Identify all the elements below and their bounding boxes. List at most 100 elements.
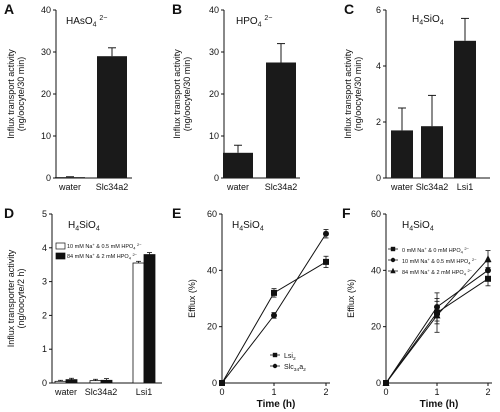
legend-label: 10 mM Na+​ & 0.5 mM HPO4​ 2−​	[402, 257, 477, 266]
y-tick-label: 2	[376, 117, 381, 127]
panel-label-c: C	[344, 1, 354, 17]
bar-slc34a2-series-2	[100, 379, 113, 384]
y-tick-label: 10	[209, 131, 219, 141]
bar-slc34a2	[421, 126, 443, 178]
y-tick-label: 4	[376, 61, 381, 71]
category-label-water: water	[54, 387, 77, 397]
data-point-triangle	[382, 379, 390, 386]
data-point-square	[271, 289, 277, 296]
y-tick-label: 30	[209, 47, 219, 57]
panel-f: 0 20 40 60 F Efflux (%) H4​SiO4​ 0 1 2 Time (h) 0 m…	[342, 205, 492, 410]
y-tick-label: 0	[214, 173, 219, 183]
y-axis-label: Influx transport activity	[6, 49, 16, 139]
y-tick-label: 40	[41, 5, 51, 15]
y-tick-label: 0	[376, 173, 381, 183]
y-tick-label: 4	[42, 243, 47, 253]
category-label-lsi1: Lsi1	[457, 182, 474, 192]
legend-label: Lsi2​	[284, 353, 296, 362]
x-tick-label: 2	[485, 387, 490, 397]
panel-label-a: A	[4, 1, 14, 17]
bar-slc34a2	[266, 62, 296, 178]
y-tick-label: 0	[46, 173, 51, 183]
data-point-circle	[485, 267, 491, 274]
category-label-water: water	[58, 182, 81, 192]
y-tick-label: 0	[42, 378, 47, 388]
y-axis-label: (ng/oocyte/2 h)	[16, 268, 26, 328]
data-point-circle	[219, 380, 225, 386]
category-label-slc34a2: Slc34a2	[85, 387, 118, 397]
y-tick-label: 30	[41, 47, 51, 57]
y-tick-label: 10	[41, 131, 51, 141]
category-label-lsi1: Lsi1	[136, 387, 153, 397]
y-axis-label: Efflux (%)	[187, 279, 197, 318]
x-tick-label: 1	[271, 387, 276, 397]
y-tick-label: 20	[371, 322, 381, 332]
bar-lsi1-series-2	[143, 254, 156, 384]
bar-water-series-1	[54, 380, 67, 384]
panel-label-d: D	[4, 205, 14, 221]
y-tick-label: 40	[209, 5, 219, 15]
category-label-slc34a2: Slc34a2	[265, 182, 298, 192]
category-label-slc34a2: Slc34a2	[416, 182, 449, 192]
y-axis-label: Influx transport activity	[343, 49, 353, 139]
chart-annotation: H4​SiO4​	[402, 220, 434, 233]
y-tick-label: 0	[376, 378, 381, 388]
bar-lsi1	[454, 40, 476, 178]
bar-water	[55, 177, 85, 178]
legend-label: Slc34​a2​	[284, 364, 306, 373]
x-tick-label: 0	[219, 387, 224, 397]
chart-annotation: H4​SiO4​	[68, 220, 100, 233]
legend-marker-circle	[390, 257, 396, 263]
panel-a: 0 10 20 30 40 A Influx transport activity (ng/o…	[4, 1, 132, 192]
data-point-triangle	[484, 255, 492, 263]
y-tick-label: 20	[209, 89, 219, 99]
bar-water	[391, 130, 413, 178]
chart-annotation: H4​SiO4​	[412, 14, 444, 27]
legend-swatch	[55, 252, 66, 260]
y-tick-label: 0	[212, 378, 217, 388]
legend-label: 10 mM Na+​ & 0.5 mM HPO4​ 2−​	[67, 242, 142, 251]
data-point-circle	[323, 230, 329, 237]
data-point-square	[323, 258, 329, 265]
bar-water	[223, 152, 253, 178]
bar-slc34a2-series-1	[89, 380, 102, 384]
y-tick-label: 2	[42, 310, 47, 320]
legend-marker-square	[272, 352, 278, 358]
legend-label: 0 mM Na+​ & 0 mM HPO4​ 2−​	[402, 246, 470, 255]
y-axis-label: Influx transporter activity	[6, 249, 16, 347]
y-tick-label: 20	[41, 89, 51, 99]
chart-annotation: HPO4​ 2−​	[236, 15, 272, 29]
panel-d: 0 1 2 3 4 5 D Influx transporter activity (ng/oo…	[4, 205, 162, 397]
y-tick-label: 5	[42, 209, 47, 219]
y-tick-label: 1	[42, 344, 47, 354]
category-label-slc34a2: Slc34a2	[96, 182, 129, 192]
legend-swatch	[55, 242, 66, 250]
x-axis-label: Time (h)	[420, 399, 459, 410]
y-axis-label: (ng/oocyte/30 min)	[16, 57, 26, 132]
x-tick-label: 2	[323, 387, 328, 397]
data-point-circle	[271, 312, 277, 319]
legend-marker-circle	[272, 363, 278, 369]
panel-label-f: F	[342, 205, 351, 221]
series-line	[221, 233, 327, 384]
bar-lsi1-series-1	[132, 262, 145, 384]
category-label-water: water	[390, 182, 413, 192]
y-tick-label: 6	[376, 5, 381, 15]
y-axis-label: Efflux (%)	[346, 279, 356, 318]
bar-water-series-2	[65, 379, 78, 384]
panel-label-e: E	[172, 205, 181, 221]
y-tick-label: 20	[207, 322, 217, 332]
data-point-triangle	[433, 311, 441, 319]
category-label-water: water	[226, 182, 249, 192]
panel-e: 0 20 40 60 E Efflux (%) H4​SiO4​ 0 1 2 Time (h) Lsi…	[172, 205, 330, 410]
y-axis-label: (ng/oocyte/30 min)	[353, 57, 363, 132]
legend-marker-triangle	[390, 267, 396, 274]
y-tick-label: 3	[42, 277, 47, 287]
legend-label: 84 mM Na+​ & 2 mM HPO4​ 2−​	[67, 252, 138, 261]
chart-annotation: H4​SiO4​	[232, 220, 264, 233]
x-axis-label: Time (h)	[257, 399, 296, 410]
y-axis-label: Influx transport activity	[172, 49, 182, 139]
y-tick-label: 60	[371, 209, 381, 219]
legend-label: 84 mM Na+​ & 2 mM HPO4​ 2−​	[402, 268, 473, 277]
panel-label-b: B	[172, 1, 182, 17]
